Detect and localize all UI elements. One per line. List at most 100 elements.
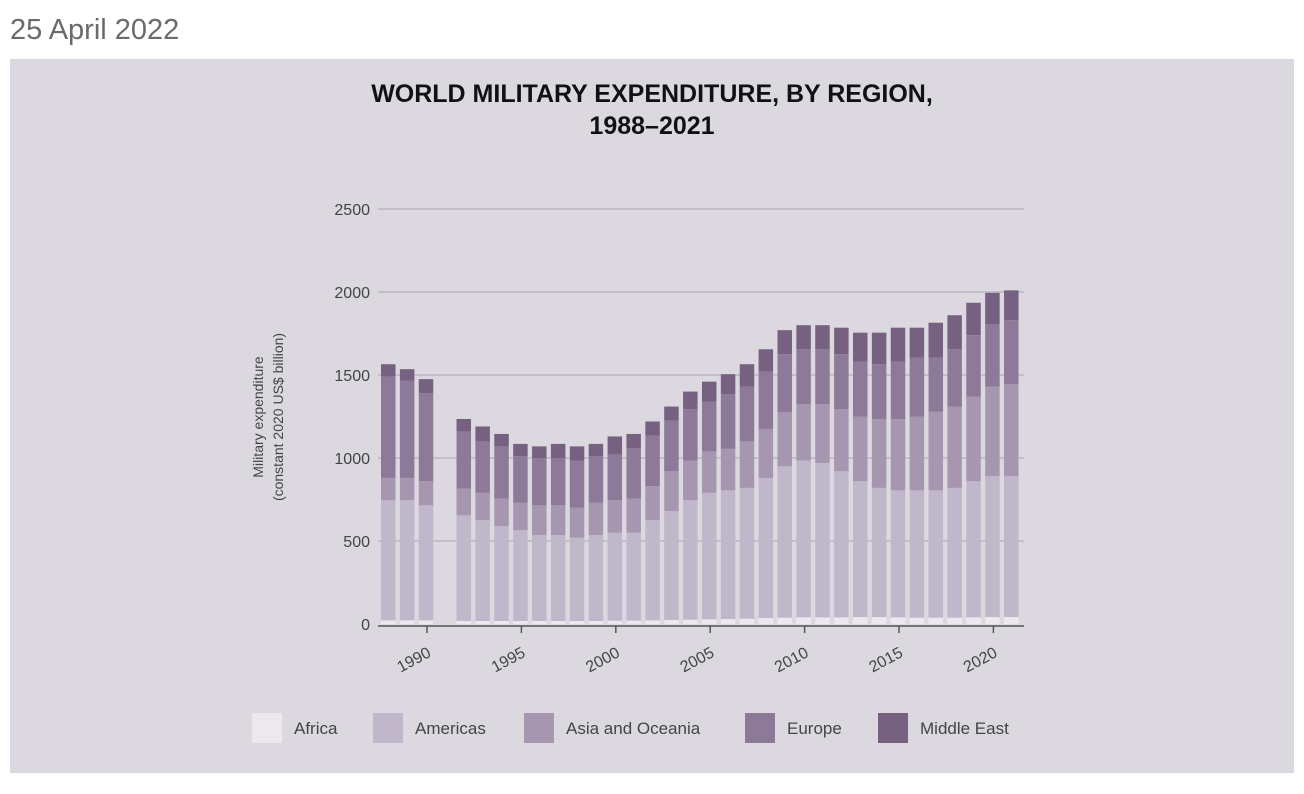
bar-segment-americas (871, 487, 887, 618)
bar-segment-europe (494, 446, 509, 499)
bar-segment-africa (928, 617, 944, 624)
bar-segment-middle-east (475, 426, 490, 442)
bar-segment-middle-east (758, 349, 774, 372)
bar-segment-africa (569, 621, 585, 624)
bar-segment-africa (777, 617, 792, 624)
bar-segment-middle-east (1004, 290, 1019, 321)
bar-segment-africa (588, 621, 604, 624)
bar-segment-americas (494, 526, 509, 622)
bar-segment-middle-east (399, 369, 415, 381)
y-axis-label-line1: Military expenditure (250, 356, 266, 478)
bar-segment-asia-and-oceania (796, 404, 811, 461)
bar-segment-europe (399, 380, 415, 478)
bar-segment-middle-east (966, 302, 981, 336)
bar-segment-middle-east (796, 325, 811, 350)
bar-segment-africa (985, 617, 1000, 624)
bar-segment-africa (607, 620, 623, 624)
bar-segment-africa (739, 618, 755, 624)
legend-swatch (745, 713, 775, 743)
bar-segment-europe (815, 349, 830, 405)
bar-segment-africa (475, 621, 490, 624)
bar-segment-asia-and-oceania (456, 488, 472, 516)
bar-segment-africa (720, 619, 736, 624)
bar-segment-africa (550, 621, 566, 624)
bar-segment-africa (871, 617, 887, 624)
bar-segment-africa (532, 621, 547, 624)
bar-segment-asia-and-oceania (399, 477, 415, 501)
bar-segment-middle-east (513, 443, 528, 457)
bar-segment-middle-east (720, 374, 736, 395)
bar-segment-africa (853, 617, 868, 624)
bar-segment-americas (1004, 476, 1019, 618)
bar-segment-middle-east (683, 391, 698, 410)
bar-segment-europe (475, 441, 490, 493)
bar-segment-africa (494, 621, 509, 624)
bar-segment-middle-east (947, 315, 962, 350)
bar-segment-asia-and-oceania (1004, 384, 1019, 477)
bar-segment-middle-east (834, 327, 849, 355)
legend-swatch (524, 713, 554, 743)
bar-segment-middle-east (777, 330, 792, 355)
bar-segment-americas (532, 535, 547, 622)
bar-segment-asia-and-oceania (985, 386, 1000, 477)
bar-segment-asia-and-oceania (475, 492, 490, 521)
bar-segment-europe (664, 420, 679, 472)
bar-segment-middle-east (588, 443, 604, 457)
bar-segment-americas (607, 532, 623, 621)
bar-segment-africa (645, 620, 660, 624)
x-tick-label: 2010 (772, 644, 811, 676)
bar-segment-africa (399, 620, 415, 624)
bar-segment-americas (834, 471, 849, 618)
bar-segment-europe (909, 357, 925, 417)
bar-segment-middle-east (871, 332, 887, 365)
bar-segment-middle-east (909, 327, 925, 358)
bar-segment-europe (758, 371, 774, 429)
bar-segment-europe (966, 335, 981, 397)
y-tick-label: 2000 (334, 285, 370, 302)
bar-segment-americas (626, 532, 641, 621)
bar-segment-americas (758, 477, 774, 619)
bar-segment-europe (739, 386, 755, 442)
bar-segment-middle-east (532, 446, 547, 458)
bar-segment-africa (890, 617, 906, 624)
bar-segment-middle-east (418, 379, 434, 394)
bar-segment-asia-and-oceania (720, 448, 736, 491)
bar-segment-asia-and-oceania (966, 396, 981, 482)
bar-segment-americas (381, 500, 396, 621)
bar-segment-middle-east (985, 292, 1000, 325)
bar-segment-middle-east (853, 332, 868, 362)
bar-segment-americas (664, 511, 679, 621)
bar-segment-asia-and-oceania (758, 428, 774, 478)
bar-segment-asia-and-oceania (418, 481, 434, 506)
bar-segment-europe (607, 454, 623, 501)
bar-segment-europe (834, 354, 849, 410)
legend-label: Asia and Oceania (566, 719, 701, 738)
bar-segment-middle-east (456, 418, 472, 432)
bar-segment-asia-and-oceania (947, 406, 962, 488)
bar-segment-africa (701, 619, 717, 624)
bar-segment-europe (701, 401, 717, 452)
bar-segment-europe (532, 458, 547, 506)
bar-segment-middle-east (381, 364, 396, 377)
bar-segment-africa (626, 620, 641, 624)
bar-segment-asia-and-oceania (513, 502, 528, 531)
bar-segment-americas (701, 492, 717, 620)
bar-segment-africa (909, 617, 925, 624)
bar-segment-americas (815, 462, 830, 618)
y-tick-label: 1500 (334, 368, 370, 385)
bar-segment-americas (909, 490, 925, 618)
bar-segment-middle-east (701, 381, 717, 402)
bar-segment-asia-and-oceania (815, 404, 830, 463)
chart-title-line2: 1988–2021 (589, 112, 715, 140)
bar-segment-asia-and-oceania (494, 498, 509, 527)
x-tick-label: 2020 (961, 644, 1000, 676)
bar-segment-asia-and-oceania (626, 498, 641, 533)
x-tick-label: 1990 (394, 644, 433, 676)
bar-segment-americas (418, 505, 434, 621)
legend-swatch (373, 713, 403, 743)
bar-segment-europe (381, 376, 396, 478)
bar-segment-middle-east (815, 325, 830, 350)
legend-label: Americas (415, 719, 486, 738)
bar-segment-africa (796, 617, 811, 624)
